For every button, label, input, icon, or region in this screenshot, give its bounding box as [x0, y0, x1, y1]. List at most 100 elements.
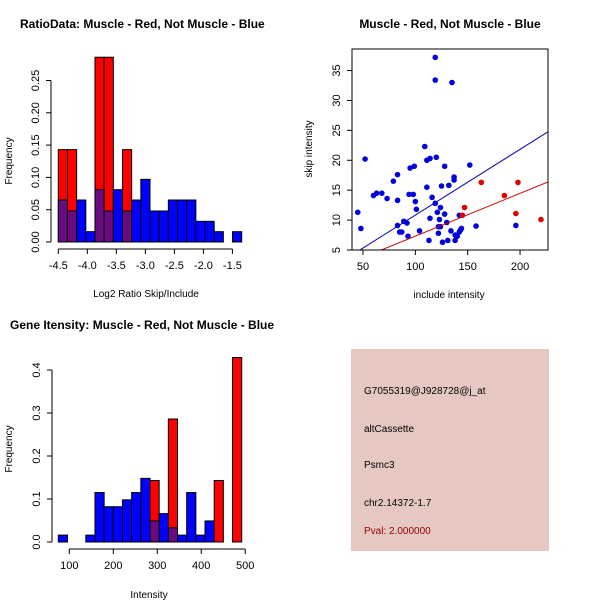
y-tick-label: 0.20 [30, 102, 42, 123]
point-not-muscle [394, 222, 401, 229]
bar-overlap [167, 527, 179, 543]
bar-muscle [232, 357, 243, 543]
y-tick-label: 25 [331, 124, 343, 136]
point-not-muscle [448, 228, 454, 234]
location: chr2.14372-1.7 [364, 498, 432, 509]
point-muscle [461, 204, 468, 211]
point-not-muscle [390, 178, 397, 185]
point-not-muscle [513, 222, 519, 229]
bar-overlap [149, 520, 160, 543]
point-not-muscle [379, 190, 385, 196]
point-not-muscle [362, 156, 368, 162]
bar-overlap [66, 210, 78, 243]
point-not-muscle [432, 54, 439, 61]
point-not-muscle [404, 220, 410, 226]
bar-overlap [94, 189, 105, 243]
bar-not-muscle [112, 506, 123, 543]
point-muscle [515, 179, 521, 186]
point-not-muscle [439, 239, 446, 246]
point-not-muscle [405, 233, 411, 240]
fit-line-muscle [380, 181, 548, 250]
bar-overlap [103, 210, 114, 243]
point-not-muscle [438, 183, 445, 189]
point-not-muscle [432, 200, 439, 207]
y-tick-label: 0.05 [30, 199, 42, 220]
point-not-muscle [424, 184, 430, 190]
bar-not-muscle [195, 534, 206, 543]
bar-not-muscle [195, 220, 206, 243]
bar-not-muscle [158, 210, 169, 243]
point-not-muscle [451, 177, 457, 183]
y-tick-label: 0.0 [31, 534, 43, 549]
bar-not-muscle [158, 513, 169, 543]
x-tick-label: -3.0 [136, 260, 155, 272]
point-not-muscle [394, 197, 401, 204]
point-not-muscle [429, 194, 435, 201]
bar-muscle [167, 418, 179, 543]
bar-not-muscle [204, 220, 215, 243]
x-tick-label: -1.5 [223, 260, 242, 272]
x-axis-label: include intensity [413, 290, 484, 301]
x-tick-label: 300 [148, 560, 166, 572]
point-not-muscle [421, 143, 428, 150]
bar-not-muscle [131, 492, 142, 543]
y-tick-label: 10 [331, 214, 343, 226]
bar-not-muscle [112, 189, 123, 243]
point-not-muscle [412, 198, 419, 205]
plot-box [351, 48, 549, 251]
y-axis-label: Frequency [4, 425, 15, 472]
point-not-muscle [411, 163, 418, 170]
point-not-muscle [441, 163, 448, 170]
point-not-muscle [373, 190, 380, 196]
point-not-muscle [434, 209, 441, 216]
bar-not-muscle [167, 199, 179, 243]
point-not-muscle [446, 182, 452, 189]
point-not-muscle [416, 228, 423, 234]
y-tick-label: 0.25 [30, 70, 42, 91]
x-tick-label: -3.5 [107, 260, 126, 272]
bar-not-muscle [85, 534, 96, 543]
x-tick-label: 500 [236, 560, 254, 572]
x-tick-label: -4.5 [49, 260, 68, 272]
point-not-muscle [354, 209, 361, 216]
bar-muscle [213, 480, 224, 543]
bar-not-muscle [85, 231, 96, 243]
y-axis-label: Frequency [4, 137, 15, 184]
point-not-muscle [427, 155, 433, 162]
point-not-muscle [398, 229, 405, 235]
chart-title: Muscle - Red, Not Muscle - Blue [359, 17, 541, 31]
bar-not-muscle [149, 210, 160, 243]
point-not-muscle [432, 77, 439, 83]
point-muscle [513, 210, 519, 217]
y-tick-label: 0.00 [30, 231, 42, 252]
point-not-muscle [473, 223, 479, 229]
point-not-muscle [384, 195, 390, 202]
bar-not-muscle [57, 534, 68, 543]
bar-not-muscle [140, 477, 151, 543]
point-not-muscle [445, 237, 451, 244]
point-not-muscle [394, 171, 401, 178]
bar-not-muscle [131, 199, 142, 243]
event-type: altCassette [364, 424, 415, 435]
y-tick-label: 0.10 [30, 167, 42, 188]
point-not-muscle [449, 79, 455, 86]
y-tick-label: 20 [331, 154, 343, 166]
y-tick-label: 15 [331, 184, 343, 196]
x-tick-label: 100 [406, 261, 424, 273]
bar-not-muscle [186, 492, 197, 543]
point-muscle [501, 192, 508, 199]
bar-not-muscle [232, 231, 243, 243]
bar-not-muscle [177, 199, 188, 243]
x-tick-label: 150 [459, 261, 477, 273]
point-not-muscle [410, 191, 417, 198]
x-tick-label: -4.0 [78, 260, 97, 272]
chart-title: Gene Itensity: Muscle - Red, Not Muscle … [10, 318, 274, 332]
x-axis-label: Intensity [130, 590, 167, 600]
x-tick-label: 100 [60, 560, 78, 572]
info-panel: G7055319@J928728@j_at altCassette Psmc3 … [351, 349, 549, 551]
x-tick-label: 50 [357, 261, 369, 273]
bar-not-muscle [177, 534, 188, 543]
y-tick-label: 30 [331, 94, 343, 106]
point-not-muscle [406, 191, 412, 198]
